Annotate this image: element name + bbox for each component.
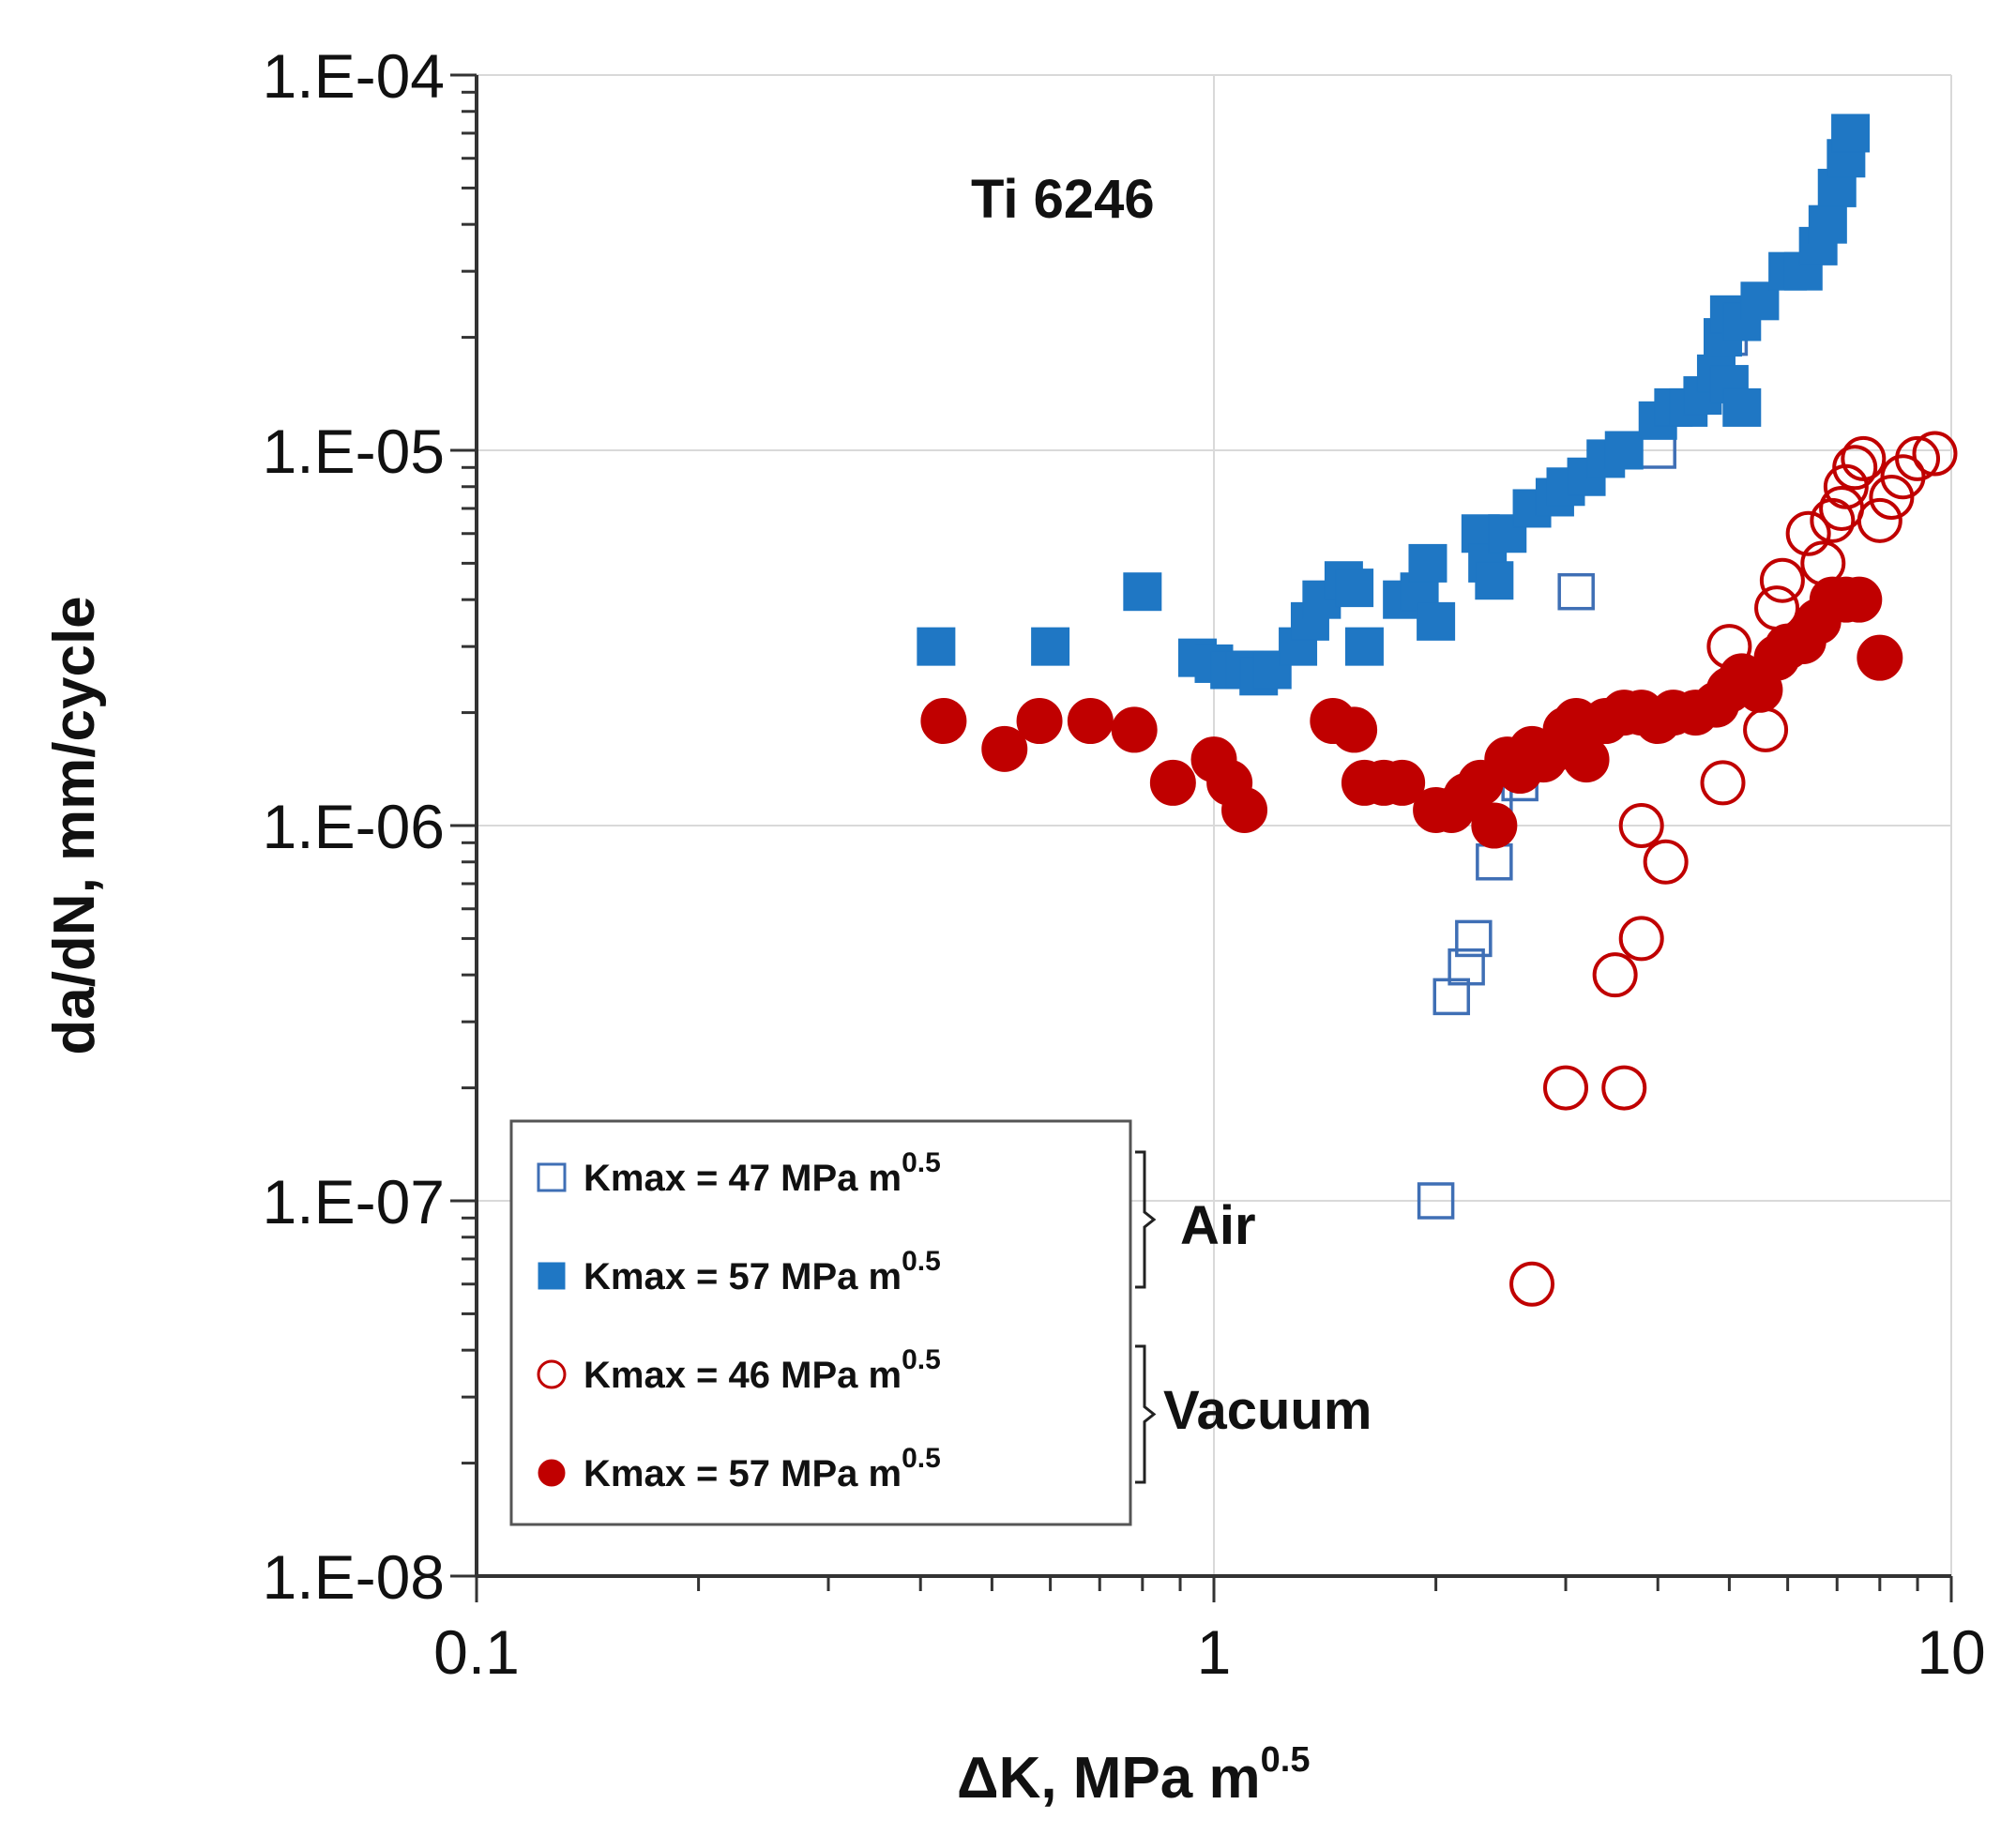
data-point bbox=[1895, 435, 1941, 481]
x-axis-title-sup: 0.5 bbox=[1261, 1740, 1311, 1780]
group-brace-1: Vacuum bbox=[1135, 1344, 1372, 1484]
data-point bbox=[1417, 1182, 1455, 1220]
data-point bbox=[1111, 706, 1158, 753]
legend-marker bbox=[537, 1162, 567, 1192]
data-point bbox=[1592, 952, 1638, 998]
x-tick-label: 0.1 bbox=[433, 1617, 520, 1687]
legend-label-main: Kmax = 46 MPa m bbox=[584, 1355, 902, 1396]
data-point bbox=[1722, 387, 1762, 427]
data-point bbox=[920, 697, 967, 744]
y-tick-label: 1.E-07 bbox=[263, 1167, 445, 1236]
data-point bbox=[1016, 697, 1063, 744]
legend-item-1: Kmax = 57 MPa m0.5 bbox=[538, 1246, 941, 1297]
legend-label: Kmax = 57 MPa m0.5 bbox=[584, 1443, 941, 1494]
legend-label-main: Kmax = 57 MPa m bbox=[584, 1453, 902, 1494]
legend-label-sup: 0.5 bbox=[902, 1344, 941, 1375]
series-2 bbox=[1509, 431, 1958, 1307]
legend-item-0: Kmax = 47 MPa m0.5 bbox=[537, 1147, 941, 1199]
data-point bbox=[1543, 1065, 1589, 1111]
data-point bbox=[1432, 978, 1471, 1016]
group-label: Air bbox=[1180, 1195, 1256, 1256]
series-3 bbox=[920, 576, 1903, 849]
brace-shape bbox=[1135, 1150, 1157, 1289]
data-point bbox=[1912, 431, 1958, 477]
series-1 bbox=[917, 114, 1871, 696]
data-point bbox=[1408, 543, 1448, 583]
y-tick-label: 1.E-05 bbox=[263, 417, 445, 486]
data-point bbox=[1475, 561, 1514, 600]
data-point bbox=[1618, 916, 1664, 962]
legend-label-sup: 0.5 bbox=[902, 1147, 941, 1178]
legend-label: Kmax = 47 MPa m0.5 bbox=[584, 1147, 941, 1199]
data-point bbox=[1448, 948, 1485, 986]
legend-label: Kmax = 57 MPa m0.5 bbox=[584, 1246, 941, 1297]
y-tick-label: 1.E-04 bbox=[263, 41, 445, 111]
data-point bbox=[1618, 803, 1664, 848]
data-point bbox=[1455, 919, 1493, 958]
brace-shape bbox=[1135, 1344, 1157, 1484]
data-point bbox=[1149, 759, 1196, 806]
data-point bbox=[1604, 431, 1644, 470]
data-point bbox=[1123, 572, 1162, 612]
data-point bbox=[1857, 497, 1902, 543]
data-point bbox=[1509, 1261, 1555, 1307]
data-point bbox=[1836, 576, 1883, 623]
data-point bbox=[1471, 802, 1518, 849]
group-brace-0: Air bbox=[1135, 1150, 1256, 1289]
data-point bbox=[917, 627, 956, 666]
data-point bbox=[1344, 627, 1384, 666]
data-point bbox=[1331, 706, 1378, 753]
data-point bbox=[1759, 557, 1805, 603]
data-point bbox=[1831, 114, 1871, 153]
data-point bbox=[1563, 736, 1610, 783]
x-axis-title-main: ΔK, MPa m bbox=[957, 1746, 1261, 1811]
data-point bbox=[1643, 839, 1689, 885]
legend-label-main: Kmax = 47 MPa m bbox=[584, 1158, 902, 1199]
legend-label-sup: 0.5 bbox=[902, 1246, 941, 1277]
data-point bbox=[1808, 205, 1847, 244]
data-point bbox=[1417, 601, 1456, 641]
data-point bbox=[1823, 463, 1869, 509]
data-point bbox=[1832, 445, 1878, 491]
x-tick-label: 1 bbox=[1197, 1617, 1232, 1687]
legend-item-3: Kmax = 57 MPa m0.5 bbox=[538, 1443, 941, 1494]
data-point bbox=[1700, 760, 1746, 806]
data-point bbox=[1785, 510, 1831, 556]
data-point bbox=[1379, 759, 1426, 806]
data-points bbox=[917, 114, 1958, 1307]
x-tick-label: 10 bbox=[1917, 1617, 1985, 1687]
annotation-ti6246: Ti 6246 bbox=[971, 169, 1155, 230]
legend-label: Kmax = 46 MPa m0.5 bbox=[584, 1344, 941, 1396]
y-axis-title: da/dN, mm/cycle bbox=[42, 596, 107, 1054]
data-point bbox=[1335, 569, 1374, 608]
legend-label-sup: 0.5 bbox=[902, 1443, 941, 1474]
legend-box bbox=[509, 1119, 1132, 1526]
data-point bbox=[1067, 697, 1114, 744]
data-point bbox=[1557, 572, 1595, 611]
tick-labels: 1.E-08 1.E-07 1.E-06 1.E-05 1.E-04 0.1 1 10 bbox=[263, 41, 1986, 1687]
data-point bbox=[1221, 786, 1268, 833]
data-point bbox=[1031, 627, 1070, 666]
data-point bbox=[1841, 435, 1887, 481]
data-point bbox=[1601, 1065, 1647, 1111]
x-axis-title: ΔK, MPa m0.5 bbox=[957, 1740, 1310, 1811]
group-label: Vacuum bbox=[1163, 1380, 1372, 1441]
legend-label-main: Kmax = 57 MPa m bbox=[584, 1256, 902, 1297]
data-point bbox=[981, 725, 1028, 772]
axis-ticks bbox=[450, 73, 1953, 1602]
y-tick-label: 1.E-08 bbox=[263, 1542, 445, 1612]
legend-marker bbox=[537, 1359, 567, 1389]
legend-group-braces: Air Vacuum bbox=[1135, 1150, 1372, 1484]
y-tick-label: 1.E-06 bbox=[263, 792, 445, 861]
legend-item-2: Kmax = 46 MPa m0.5 bbox=[537, 1344, 941, 1396]
data-point bbox=[1857, 634, 1903, 681]
legend-marker bbox=[538, 1459, 566, 1487]
legend-marker bbox=[538, 1262, 566, 1290]
